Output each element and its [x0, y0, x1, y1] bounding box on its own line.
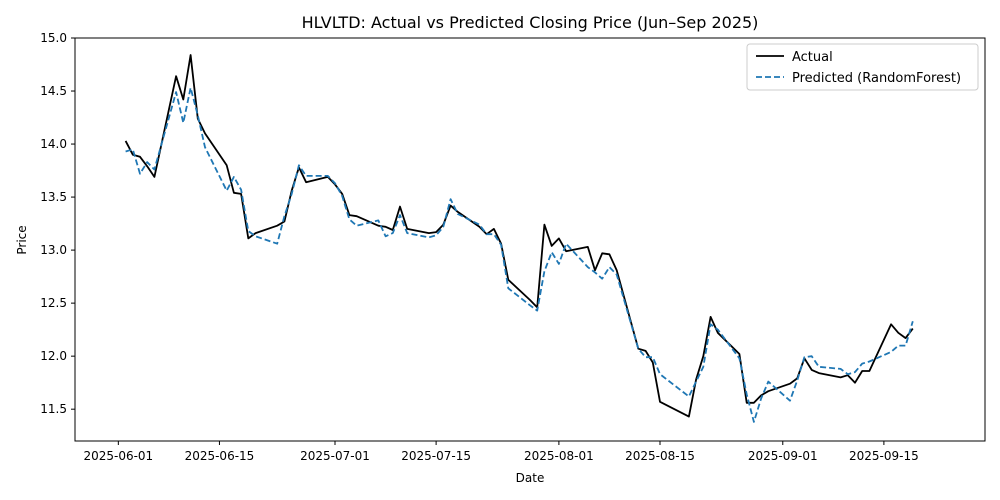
legend-box [746, 43, 979, 91]
y-axis-title: Price [15, 225, 29, 254]
chart-title: HLVLTD: Actual vs Predicted Closing Pric… [302, 13, 759, 32]
x-tick-label: 2025-09-15 [849, 449, 919, 463]
y-axis: 11.5 12.0 12.5 13.0 13.5 14.0 14.5 15.0 [40, 31, 75, 416]
x-tick-label: 2025-07-15 [401, 449, 471, 463]
y-tick-label: 14.0 [40, 137, 67, 151]
x-tick-label: 2025-08-15 [625, 449, 695, 463]
series-line-actual [124, 54, 914, 418]
x-tick-label: 2025-09-01 [748, 449, 818, 463]
x-tick-label: 2025-06-01 [83, 449, 153, 463]
x-tick-label: 2025-07-01 [300, 449, 370, 463]
series-layer [124, 54, 914, 423]
legend-label-actual: Actual [792, 50, 833, 65]
x-axis: 2025-06-01 2025-06-15 2025-07-01 2025-07-15… [83, 441, 919, 463]
x-axis-title: Date [516, 471, 545, 485]
y-tick-label: 13.5 [40, 190, 67, 204]
series-line-predicted [125, 86, 914, 423]
x-tick-label: 2025-06-15 [185, 449, 255, 463]
y-tick-label: 12.0 [40, 349, 67, 363]
y-tick-label: 11.5 [40, 402, 67, 416]
legend-label-predicted: Predicted (RandomForest) [792, 71, 961, 86]
plot-area [74, 37, 986, 442]
y-tick-label: 12.5 [40, 296, 67, 310]
y-tick-label: 13.0 [40, 243, 67, 257]
y-tick-label: 15.0 [40, 31, 67, 45]
y-tick-label: 14.5 [40, 84, 67, 98]
legend: Actual Predicted (RandomForest) [746, 43, 979, 91]
x-tick-label: 2025-08-01 [524, 449, 594, 463]
